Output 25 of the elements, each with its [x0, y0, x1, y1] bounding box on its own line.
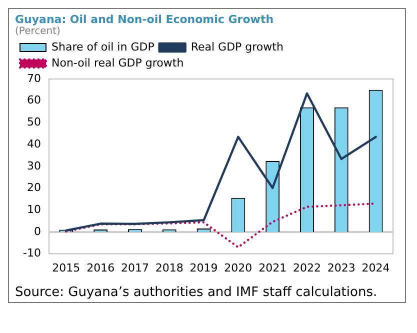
x-tick-label: 2018: [155, 261, 184, 274]
x-tick-label: 2019: [190, 261, 218, 274]
y-tick-label: 40: [26, 137, 41, 150]
x-tick-label: 2022: [292, 261, 321, 274]
x-tick-label: 2015: [52, 261, 80, 274]
x-tick-label: 2023: [327, 261, 356, 274]
y-tick-label: 70: [26, 72, 41, 85]
y-tick-label: -10: [23, 246, 41, 260]
source-note: Source: Guyana’s authorities and IMF staff calculations.: [15, 285, 378, 300]
x-tick-label: 2017: [120, 261, 149, 274]
y-tick-label: 10: [26, 202, 41, 216]
legend-label: Non-oil real GDP growth: [52, 56, 184, 70]
y-tick-label: 60: [26, 94, 41, 107]
legend-label: Real GDP growth: [190, 40, 284, 54]
y-tick-label: 30: [26, 159, 41, 172]
x-tick-label: 2021: [258, 261, 287, 274]
legend-label: Share of oil in GDP: [52, 40, 155, 54]
chart-title: Guyana: Oil and Non-oil Economic Growth: [15, 13, 275, 26]
y-tick-label: 20: [26, 181, 41, 194]
x-tick-label: 2020: [224, 261, 252, 274]
chart-subtitle: (Percent): [15, 26, 62, 37]
y-tick-label: 0: [34, 224, 41, 238]
x-tick-label: 2016: [86, 261, 115, 274]
y-tick-label: 50: [26, 116, 41, 129]
x-tick-label: 2024: [362, 261, 390, 274]
